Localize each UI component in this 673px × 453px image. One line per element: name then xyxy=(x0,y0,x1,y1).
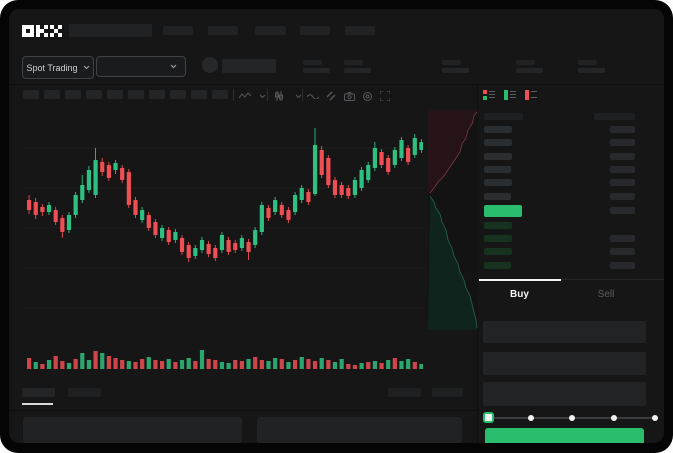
ask-row-price[interactable] xyxy=(484,152,512,160)
chevron-down-icon xyxy=(170,64,177,69)
bid-row-amount xyxy=(610,261,635,269)
depth-chart xyxy=(428,110,478,330)
ask-row-price[interactable] xyxy=(484,126,512,133)
orders-tab-active[interactable] xyxy=(22,388,55,397)
ticker-stat-value xyxy=(516,68,543,73)
ask-row-amount xyxy=(610,126,635,133)
ticker-stat-value xyxy=(442,68,469,73)
timeframe-button[interactable] xyxy=(107,90,123,99)
pair-selector[interactable] xyxy=(96,56,186,77)
slider-stop[interactable] xyxy=(610,415,617,421)
chevron-down-icon[interactable] xyxy=(291,89,305,103)
buy-tab-label: Buy xyxy=(510,288,529,300)
timeframe-button[interactable] xyxy=(212,90,228,99)
book-col-header-price xyxy=(484,113,523,120)
total-input[interactable] xyxy=(483,382,646,406)
nav-item[interactable] xyxy=(208,26,238,35)
slider-stop[interactable] xyxy=(527,415,534,421)
ask-row-amount xyxy=(610,139,635,147)
positions-panel xyxy=(257,417,462,443)
chevron-down-icon xyxy=(83,65,89,70)
orders-filter-block[interactable] xyxy=(432,388,463,397)
book-bids-icon[interactable] xyxy=(504,89,516,101)
last-price-bar[interactable] xyxy=(484,205,522,217)
book-both-icon[interactable] xyxy=(483,89,495,101)
timeframe-button[interactable] xyxy=(65,90,81,99)
timeframe-button[interactable] xyxy=(149,90,165,99)
ticker-stat-value xyxy=(578,68,605,73)
ask-row-price[interactable] xyxy=(484,165,511,173)
ask-row-amount xyxy=(610,192,635,200)
ticker-stat-label xyxy=(578,60,597,65)
tab-sell[interactable]: Sell xyxy=(561,280,651,308)
bid-row-price[interactable] xyxy=(484,235,512,243)
amount-slider[interactable] xyxy=(483,411,658,425)
indicator-wave-icon[interactable] xyxy=(238,89,252,103)
last-price-amount xyxy=(610,207,635,214)
candle-style-icon[interactable] xyxy=(272,89,286,103)
ticker-stat-label xyxy=(303,60,322,65)
ticker-stat-label xyxy=(516,60,535,65)
ask-row-price[interactable] xyxy=(484,179,512,187)
active-tab-underline xyxy=(22,403,53,405)
ask-row-price[interactable] xyxy=(484,139,512,147)
market-type-selector[interactable]: Spot Trading xyxy=(22,56,94,79)
ticker-stat-value xyxy=(344,68,371,73)
market-type-label: Spot Trading xyxy=(26,62,78,73)
bid-row-price[interactable] xyxy=(484,222,512,229)
chevron-down-icon[interactable] xyxy=(255,89,269,103)
nav-item[interactable] xyxy=(345,26,375,35)
trade-tabs: Buy Sell xyxy=(478,279,664,308)
orders-panel xyxy=(23,417,242,443)
pair-search-placeholder[interactable] xyxy=(69,24,152,37)
okx-logo[interactable] xyxy=(22,25,62,39)
bid-row-price[interactable] xyxy=(484,248,512,256)
nav-item[interactable] xyxy=(300,26,330,35)
timeframe-button[interactable] xyxy=(86,90,102,99)
ticker-stat-label xyxy=(442,60,461,65)
app-window: Spot Trading xyxy=(9,9,664,443)
buy-submit-button[interactable] xyxy=(485,428,644,443)
ask-row-price[interactable] xyxy=(484,192,511,200)
line-style-icon[interactable] xyxy=(306,89,320,103)
nav-item[interactable] xyxy=(255,26,286,35)
bid-row-amount xyxy=(610,235,635,243)
compare-icon[interactable] xyxy=(324,89,338,103)
settings-icon[interactable] xyxy=(360,89,374,103)
orderbook-panel: Buy Sell xyxy=(478,85,664,443)
price-input[interactable] xyxy=(483,321,646,343)
timeframe-button[interactable] xyxy=(44,90,60,99)
slider-stop[interactable] xyxy=(652,415,658,421)
coin-avatar xyxy=(202,57,218,73)
buy-tab-indicator xyxy=(479,279,561,281)
amount-input[interactable] xyxy=(483,352,646,375)
book-asks-icon[interactable] xyxy=(525,89,537,101)
timeframe-button[interactable] xyxy=(23,90,39,99)
timeframe-button[interactable] xyxy=(170,90,186,99)
fullscreen-icon[interactable] xyxy=(378,89,392,103)
pair-title-placeholder xyxy=(222,59,276,73)
ticker-stat-value xyxy=(303,68,330,73)
candlestick-chart[interactable] xyxy=(23,110,423,334)
ticker-stat-label xyxy=(344,60,363,65)
orders-filter-block[interactable] xyxy=(388,388,421,397)
timeframe-button[interactable] xyxy=(128,90,144,99)
timeframe-button[interactable] xyxy=(191,90,207,99)
slider-stop[interactable] xyxy=(569,415,575,421)
volume-chart xyxy=(23,338,423,370)
ask-row-amount xyxy=(610,165,635,173)
slider-handle[interactable] xyxy=(483,412,494,423)
nav-item[interactable] xyxy=(163,26,193,35)
orders-tab[interactable] xyxy=(68,388,101,397)
tab-buy[interactable]: Buy xyxy=(478,280,561,308)
ask-row-amount xyxy=(610,152,635,160)
bid-row-amount xyxy=(610,248,635,256)
book-col-header-amount xyxy=(594,113,635,120)
camera-icon[interactable] xyxy=(342,89,356,103)
sell-tab-label: Sell xyxy=(597,288,615,300)
bid-row-price[interactable] xyxy=(484,261,511,269)
ask-row-amount xyxy=(610,179,635,187)
